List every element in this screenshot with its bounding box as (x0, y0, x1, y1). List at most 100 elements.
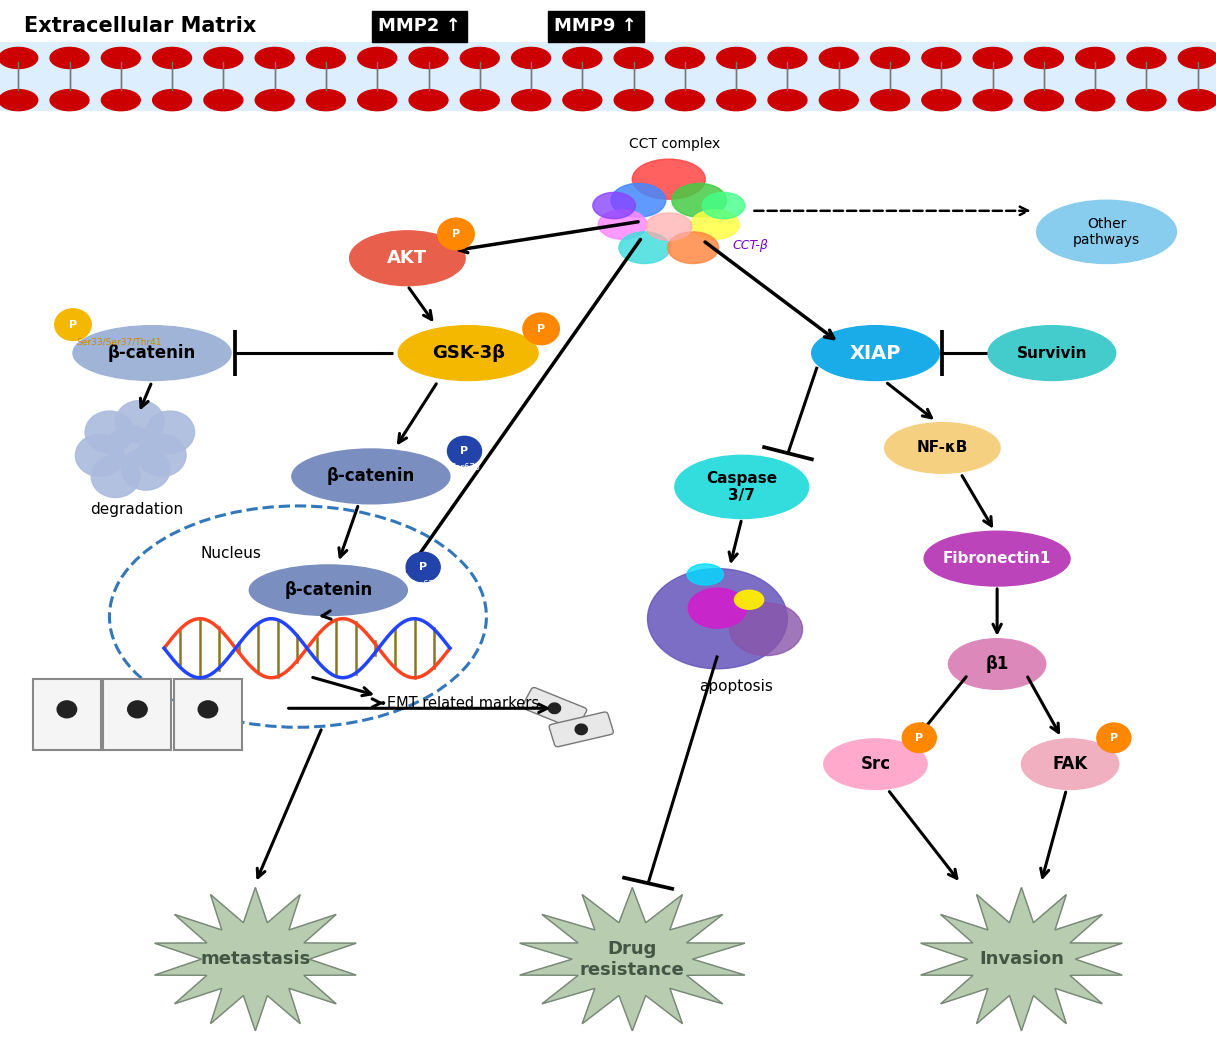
Ellipse shape (610, 183, 666, 217)
Ellipse shape (399, 326, 537, 380)
Text: MMP2 ↑: MMP2 ↑ (378, 17, 461, 36)
Circle shape (57, 701, 77, 718)
Ellipse shape (687, 564, 724, 585)
Ellipse shape (101, 90, 140, 111)
Text: Drug
resistance: Drug resistance (580, 940, 685, 978)
Ellipse shape (0, 47, 38, 69)
Circle shape (116, 401, 164, 443)
Text: metastasis: metastasis (201, 950, 310, 969)
Circle shape (438, 218, 474, 250)
Text: Ser33/Ser37/Thr41: Ser33/Ser37/Thr41 (77, 337, 162, 347)
Ellipse shape (204, 90, 243, 111)
Text: β-catenin: β-catenin (108, 344, 196, 363)
Ellipse shape (1178, 47, 1216, 69)
FancyBboxPatch shape (174, 679, 242, 750)
Ellipse shape (922, 90, 961, 111)
Ellipse shape (973, 47, 1012, 69)
Ellipse shape (668, 232, 719, 264)
Text: XIAP: XIAP (850, 344, 901, 363)
Ellipse shape (646, 213, 692, 240)
Ellipse shape (358, 47, 396, 69)
Ellipse shape (671, 183, 727, 217)
Ellipse shape (614, 90, 653, 111)
Text: degradation: degradation (90, 502, 182, 516)
Ellipse shape (409, 47, 447, 69)
Ellipse shape (769, 47, 807, 69)
Text: CCT-β: CCT-β (732, 239, 769, 252)
Ellipse shape (922, 47, 961, 69)
Text: P: P (461, 446, 468, 456)
Circle shape (128, 701, 147, 718)
Ellipse shape (871, 47, 910, 69)
Ellipse shape (924, 531, 1070, 586)
Ellipse shape (716, 47, 755, 69)
Ellipse shape (73, 326, 231, 380)
Circle shape (122, 448, 170, 490)
Ellipse shape (820, 47, 858, 69)
Polygon shape (519, 887, 745, 1031)
Ellipse shape (1024, 90, 1063, 111)
Ellipse shape (249, 565, 407, 616)
Text: Caspase
3/7: Caspase 3/7 (706, 471, 777, 503)
Ellipse shape (730, 603, 803, 656)
Ellipse shape (716, 90, 755, 111)
Ellipse shape (153, 47, 192, 69)
Text: NF-κB: NF-κB (917, 441, 968, 455)
Circle shape (85, 411, 134, 453)
Text: β-catenin: β-catenin (327, 467, 415, 486)
Ellipse shape (358, 90, 396, 111)
Circle shape (406, 552, 440, 582)
Ellipse shape (948, 639, 1046, 689)
Polygon shape (921, 887, 1122, 1031)
Text: Extracellular Matrix: Extracellular Matrix (24, 17, 257, 36)
FancyBboxPatch shape (33, 679, 101, 750)
Text: Src: Src (861, 755, 890, 774)
Ellipse shape (811, 326, 940, 380)
Ellipse shape (1021, 739, 1119, 789)
Ellipse shape (512, 47, 551, 69)
Ellipse shape (1076, 47, 1115, 69)
Circle shape (548, 703, 561, 714)
Text: P: P (537, 324, 545, 334)
Ellipse shape (987, 326, 1115, 380)
Text: P: P (916, 733, 923, 743)
Ellipse shape (598, 210, 647, 239)
Ellipse shape (50, 90, 89, 111)
FancyBboxPatch shape (523, 687, 586, 729)
Text: apoptosis: apoptosis (699, 679, 772, 694)
Text: Invasion: Invasion (979, 950, 1064, 969)
Ellipse shape (769, 90, 807, 111)
Text: β1: β1 (985, 655, 1009, 674)
Ellipse shape (675, 455, 809, 519)
Ellipse shape (823, 739, 927, 789)
Ellipse shape (1036, 200, 1176, 264)
Text: FAK: FAK (1053, 755, 1087, 774)
FancyBboxPatch shape (0, 42, 1216, 111)
Text: AKT: AKT (388, 249, 427, 268)
Ellipse shape (204, 47, 243, 69)
Ellipse shape (647, 569, 787, 669)
FancyBboxPatch shape (103, 679, 171, 750)
Ellipse shape (632, 159, 705, 199)
Circle shape (523, 313, 559, 345)
Ellipse shape (512, 90, 551, 111)
Ellipse shape (153, 90, 192, 111)
Ellipse shape (0, 90, 38, 111)
Text: P: P (69, 319, 77, 330)
Ellipse shape (461, 47, 500, 69)
Circle shape (447, 436, 482, 466)
Ellipse shape (563, 47, 602, 69)
Ellipse shape (409, 90, 447, 111)
Ellipse shape (255, 47, 294, 69)
Circle shape (902, 723, 936, 753)
Text: P: P (1110, 733, 1118, 743)
Ellipse shape (350, 231, 465, 286)
Text: Ser675: Ser675 (410, 580, 439, 589)
Ellipse shape (306, 90, 345, 111)
Ellipse shape (1024, 47, 1063, 69)
Circle shape (91, 455, 140, 497)
Ellipse shape (50, 47, 89, 69)
Circle shape (146, 411, 195, 453)
Ellipse shape (703, 192, 744, 218)
Ellipse shape (688, 588, 747, 628)
